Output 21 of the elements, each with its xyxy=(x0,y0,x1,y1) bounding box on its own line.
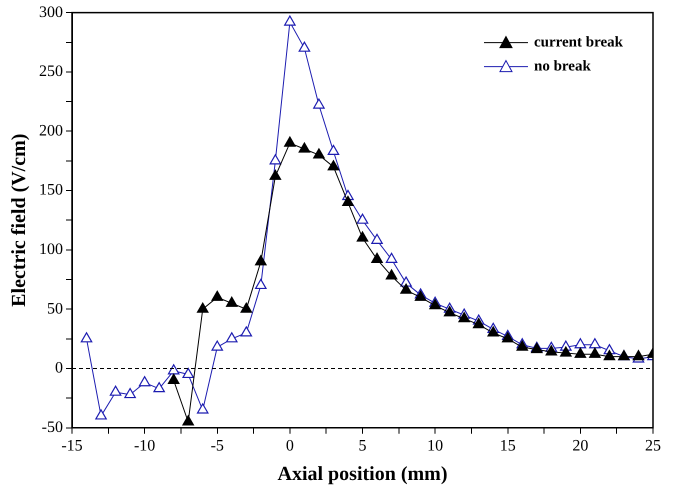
x-tick-label: 5 xyxy=(358,438,366,455)
x-tick-label: 20 xyxy=(572,438,588,455)
x-tick-label: -15 xyxy=(61,438,83,455)
y-axis-title: Electric field (V/cm) xyxy=(8,134,30,307)
y-tick-label: 100 xyxy=(39,241,63,258)
x-tick-label: 15 xyxy=(500,438,516,455)
x-tick-label: 0 xyxy=(286,438,294,455)
y-tick-label: 150 xyxy=(39,182,63,199)
y-tick-label: -50 xyxy=(42,419,63,436)
y-tick-label: 0 xyxy=(55,360,63,377)
x-tick-label: 25 xyxy=(645,438,661,455)
legend-label: no break xyxy=(534,58,592,74)
y-tick-label: 300 xyxy=(39,4,63,21)
y-tick-label: 250 xyxy=(39,63,63,80)
y-tick-label: 200 xyxy=(39,122,63,140)
x-axis-title: Axial position (mm) xyxy=(278,463,448,486)
x-tick-label: 10 xyxy=(427,438,444,455)
x-tick-label: -5 xyxy=(210,438,224,455)
x-tick-label: -10 xyxy=(134,438,156,455)
y-tick-label: 50 xyxy=(47,300,63,318)
legend-label: current break xyxy=(534,34,624,50)
